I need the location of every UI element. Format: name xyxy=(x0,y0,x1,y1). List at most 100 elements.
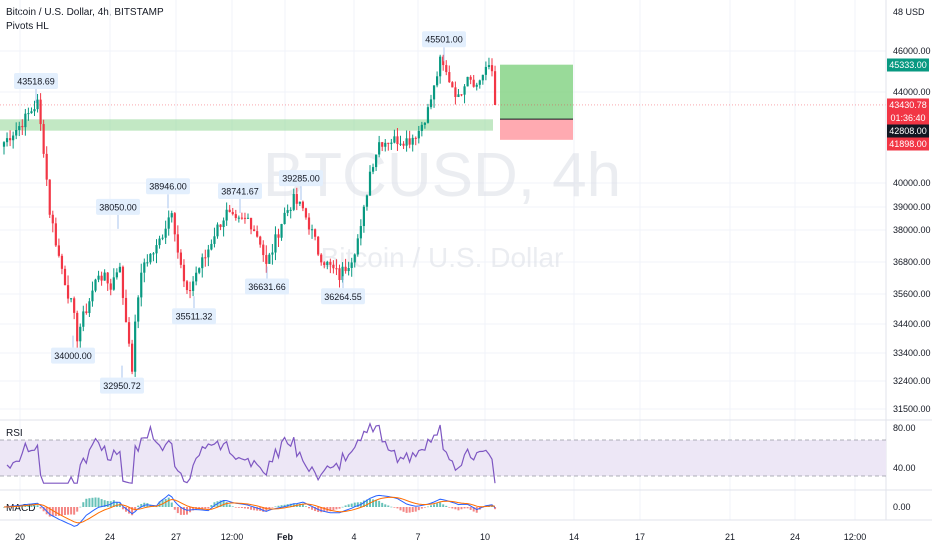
candle-body xyxy=(411,137,414,145)
macd-histogram-bar xyxy=(329,507,332,512)
time-tick-label: 20 xyxy=(15,532,25,542)
chart-title[interactable]: Bitcoin / U.S. Dollar, 4h, BITSTAMP xyxy=(6,7,164,18)
candle-body xyxy=(307,217,311,230)
candle-body xyxy=(481,74,484,81)
candle-body xyxy=(387,142,390,144)
time-tick-label: Feb xyxy=(277,532,294,542)
pivot-label-low[interactable]: 32950.72 xyxy=(100,365,144,394)
time-axis[interactable]: 20 24 27 12:00 Feb 4 7 10 14 17 21 24 12:00 xyxy=(15,532,866,542)
candle-body xyxy=(490,65,494,72)
candle-body xyxy=(57,245,60,256)
candle-body xyxy=(164,228,167,238)
pivot-label-low[interactable]: 34000.00 xyxy=(51,335,95,364)
price-marker[interactable]: 43430.78 xyxy=(887,98,929,112)
long-position-stop-zone[interactable] xyxy=(500,119,573,140)
macd-histogram-bar xyxy=(253,507,256,511)
time-tick-label: 4 xyxy=(351,532,356,542)
price-marker[interactable]: 01:36:40 xyxy=(887,111,929,125)
candle-body xyxy=(390,142,393,144)
pivot-label-high[interactable]: 38946.00 xyxy=(146,178,190,209)
pivot-label-high[interactable]: 43518.69 xyxy=(14,72,58,103)
macd-histogram-bar xyxy=(448,507,451,508)
rsi-tick-label: 80.00 xyxy=(893,423,916,433)
pivot-label-text: 35511.32 xyxy=(176,312,213,322)
candle-body xyxy=(42,124,45,154)
price-axis-currency[interactable]: 48 USD xyxy=(893,7,925,17)
price-marker-bg xyxy=(887,137,929,151)
candle-body xyxy=(210,243,213,250)
candle-body xyxy=(12,135,15,141)
macd-histogram-bar xyxy=(48,507,51,517)
candle-body xyxy=(30,111,33,114)
macd-histogram-bar xyxy=(399,507,402,511)
candle-body xyxy=(182,264,186,282)
macd-histogram-bar xyxy=(271,507,274,508)
macd-histogram-bar xyxy=(304,506,307,507)
candle-body xyxy=(365,195,369,207)
macd-histogram-bar xyxy=(308,507,310,509)
macd-histogram-bar xyxy=(338,507,341,509)
pivot-label-high[interactable]: 38050.00 xyxy=(96,198,140,229)
indicator-label-pivots[interactable]: Pivots HL xyxy=(6,21,49,32)
macd-histogram-bar xyxy=(192,507,195,511)
candle-body xyxy=(100,275,103,281)
macd-histogram-bar xyxy=(280,505,283,507)
candle-body xyxy=(60,255,64,269)
candle-body xyxy=(109,283,112,290)
price-marker[interactable]: 45333.00 xyxy=(887,58,929,72)
candle-body xyxy=(76,312,79,342)
pivot-label-low[interactable]: 36631.66 xyxy=(245,266,289,295)
pivot-label-high[interactable]: 39285.00 xyxy=(279,170,323,201)
pivot-label-text: 36264.55 xyxy=(324,292,362,302)
price-marker[interactable]: 42808.00 xyxy=(887,124,929,138)
candles xyxy=(2,54,497,377)
long-position-target-zone[interactable] xyxy=(500,64,573,120)
price-axis[interactable]: 48 USD 46000.00 44000.00 40000.00 39000.00 38… xyxy=(887,7,931,512)
candle-body xyxy=(243,217,247,219)
macd-histogram-bar xyxy=(164,498,167,507)
macd-histogram-bar xyxy=(350,503,353,507)
macd-histogram-bar xyxy=(222,500,225,507)
rsi-label[interactable]: RSI xyxy=(6,428,23,439)
pivot-label-text: 34000.00 xyxy=(54,351,92,361)
candle-body xyxy=(5,138,9,143)
macd-label[interactable]: MACD xyxy=(6,503,35,514)
macd-histogram-bar xyxy=(36,505,39,507)
candle-body xyxy=(63,268,67,286)
candle-body xyxy=(314,229,317,237)
macd-histogram-bar xyxy=(118,503,121,507)
price-marker-bg xyxy=(887,98,929,112)
candle-body xyxy=(335,268,338,270)
macd-histogram-bar xyxy=(375,499,378,507)
macd-histogram-bar xyxy=(88,498,91,507)
candle-body xyxy=(97,275,100,280)
price-marker[interactable]: 41898.00 xyxy=(887,137,929,151)
pivot-label-high[interactable]: 45501.00 xyxy=(422,31,466,62)
macd-histogram-bar xyxy=(301,503,304,507)
macd-histogram-bar xyxy=(460,507,463,510)
candle-body xyxy=(24,113,27,128)
price-marker-text: 43430.78 xyxy=(889,100,927,110)
candle-body xyxy=(73,298,76,313)
time-tick-label: 12:00 xyxy=(221,532,244,542)
candle-body xyxy=(179,252,182,265)
macd-histogram-bar xyxy=(420,507,423,509)
candle-body xyxy=(134,321,137,372)
macd-histogram-bar xyxy=(33,505,36,507)
price-tick-label: 40000.00 xyxy=(893,178,931,188)
candle-body xyxy=(320,254,323,263)
candle-body xyxy=(353,254,356,263)
pivot-label-box xyxy=(218,182,262,199)
support-zone[interactable] xyxy=(0,119,493,131)
pivot-label-low[interactable]: 36264.55 xyxy=(321,276,365,305)
candle-body xyxy=(301,201,304,209)
macd-histogram-bar xyxy=(289,503,292,507)
macd-histogram-bar xyxy=(439,502,442,507)
candle-body xyxy=(54,223,57,246)
pivot-label-high[interactable]: 38741.67 xyxy=(218,182,262,213)
candle-body xyxy=(280,224,283,238)
pivot-label-low[interactable]: 35511.32 xyxy=(172,296,216,325)
pivot-label-box xyxy=(245,278,289,295)
pivot-label-text: 45501.00 xyxy=(425,35,463,45)
